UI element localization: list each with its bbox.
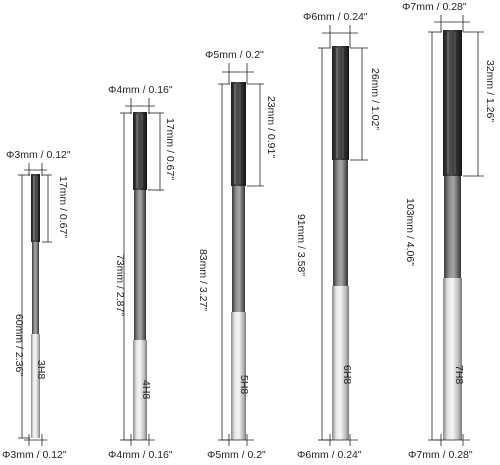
bottom-diameter-label: Φ6mm / 0.24" bbox=[297, 449, 362, 461]
flute-length-label: 32mm / 1.26" bbox=[484, 60, 496, 122]
reamer-shank bbox=[231, 312, 246, 440]
overall-length-label: 83mm / 3.27" bbox=[197, 249, 209, 311]
top-diameter-label: Φ7mm / 0.28" bbox=[402, 1, 467, 13]
marking-text: 6H8 bbox=[341, 365, 353, 384]
reamer-flutes bbox=[443, 30, 462, 176]
reamer-4mm: Φ4mm / 0.16" 4H8 17mm / 0.67" 73mm / 2.8… bbox=[108, 84, 176, 461]
reamer-shank bbox=[133, 340, 147, 440]
reamer-shank bbox=[332, 286, 349, 440]
bottom-diameter-label: Φ4mm / 0.16" bbox=[108, 449, 173, 461]
top-diameter-label: Φ5mm / 0.2" bbox=[205, 49, 264, 61]
top-diameter-label: Φ3mm / 0.12" bbox=[6, 149, 71, 161]
reamer-neck bbox=[232, 186, 245, 312]
reamer-flutes bbox=[133, 112, 147, 190]
reamer-3mm: Φ3mm / 0.12" 3H8 17mm / 0.67" 60mm / 2.3… bbox=[2, 149, 71, 461]
reamer-flutes bbox=[231, 82, 246, 186]
bottom-diameter-label: Φ7mm / 0.28" bbox=[408, 449, 473, 461]
top-diameter-label: Φ6mm / 0.24" bbox=[303, 11, 368, 23]
reamer-6mm: Φ6mm / 0.24" 6H8 26mm / 1.02" 91mm / 3.5… bbox=[295, 11, 381, 461]
reamer-shank bbox=[443, 278, 462, 440]
bottom-diameter-label: Φ5mm / 0.2" bbox=[207, 449, 266, 461]
flute-length-label: 23mm / 0.91" bbox=[265, 96, 277, 158]
marking-text: 4H8 bbox=[140, 380, 152, 399]
reamer-neck bbox=[134, 190, 146, 340]
marking-text: 5H8 bbox=[238, 375, 250, 394]
overall-length-label: 73mm / 2.87" bbox=[114, 254, 126, 316]
flute-length-label: 17mm / 0.67" bbox=[57, 176, 69, 238]
reamer-shank bbox=[31, 334, 40, 438]
reamer-neck bbox=[333, 160, 348, 286]
marking-text: 3H8 bbox=[35, 360, 47, 379]
flute-length-label: 26mm / 1.02" bbox=[369, 68, 381, 130]
flute-length-label: 17mm / 0.67" bbox=[164, 118, 176, 180]
top-diameter-label: Φ4mm / 0.16" bbox=[108, 84, 173, 96]
overall-length-label: 91mm / 3.58" bbox=[295, 214, 307, 276]
reamer-flutes bbox=[332, 46, 349, 160]
reamer-neck bbox=[444, 176, 461, 278]
overall-length-label: 103mm / 4.06" bbox=[404, 198, 416, 266]
reamer-7mm: Φ7mm / 0.28" 7H8 32mm / 1.26" 103mm / 4.… bbox=[402, 1, 496, 461]
marking-text: 7H8 bbox=[453, 365, 465, 384]
bottom-diameter-label: Φ3mm / 0.12" bbox=[2, 449, 67, 461]
reamer-neck bbox=[32, 242, 39, 334]
reamer-5mm: Φ5mm / 0.2" 5H8 23mm / 0.91" 83mm / 3.27… bbox=[197, 49, 277, 461]
overall-length-label: 60mm / 2.36" bbox=[13, 314, 25, 376]
reamer-flutes bbox=[31, 174, 40, 242]
